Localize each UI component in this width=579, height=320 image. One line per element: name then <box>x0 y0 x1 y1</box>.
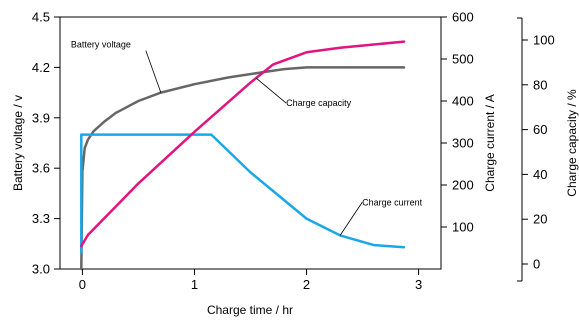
series-layer <box>80 40 406 271</box>
x-tick-label: 3 <box>415 277 422 292</box>
y3-tick-label: 60 <box>533 122 547 137</box>
y2-tick-label: 200 <box>452 178 474 193</box>
y2-tick-label: 600 <box>452 10 474 25</box>
y2-axis-title: Charge current / A <box>483 94 497 191</box>
series-line-charge-capacity <box>80 40 406 248</box>
y-tick-label: 3.0 <box>32 262 50 277</box>
y-tick-label: 3.6 <box>32 161 50 176</box>
y-tick-label: 3.3 <box>32 211 50 226</box>
y3-tick-label: 100 <box>533 33 555 48</box>
y-tick-label: 3.9 <box>32 110 50 125</box>
y2-tick-label: 100 <box>452 220 474 235</box>
annotation-battery-voltage: Battery voltage <box>71 40 131 50</box>
y3-tick-label: 0 <box>533 257 540 272</box>
y3-tick-label: 80 <box>533 77 547 92</box>
x-axis-title: Charge time / hr <box>207 303 293 317</box>
annotation-leader-battery-voltage <box>145 50 162 93</box>
annotation-leader-charge-capacity <box>255 77 287 104</box>
annotation-leader-charge-current <box>339 202 363 236</box>
y3-tick-label: 40 <box>533 167 547 182</box>
y2-tick-label: 300 <box>452 136 474 151</box>
tick-layer: 0 1 2 33.03.33.63.94.24.5100200300400500600… <box>32 10 555 293</box>
y3-axis-title: Charge capacity / % <box>565 89 579 197</box>
annotation-charge-current: Charge current <box>362 197 423 207</box>
x-tick-label: 1 <box>191 277 198 292</box>
y3-tick-label: 20 <box>533 212 547 227</box>
y2-tick-label: 400 <box>452 94 474 109</box>
y-tick-label: 4.2 <box>32 60 50 75</box>
plot-frame <box>59 16 442 270</box>
annotation-charge-capacity: Charge capacity <box>286 98 352 108</box>
y-tick-label: 4.5 <box>32 10 50 25</box>
x-tick-label: 2 <box>303 277 310 292</box>
annotation-layer: Battery voltage Charge capacity Charge cur… <box>71 40 423 236</box>
series-line-charge-current <box>80 133 406 254</box>
y-axis-title: Battery voltage / v <box>11 95 25 191</box>
x-tick-label: 0 <box>79 277 86 292</box>
plot-area <box>59 16 442 270</box>
series-line-battery-voltage <box>80 66 406 271</box>
y2-tick-label: 500 <box>452 52 474 67</box>
